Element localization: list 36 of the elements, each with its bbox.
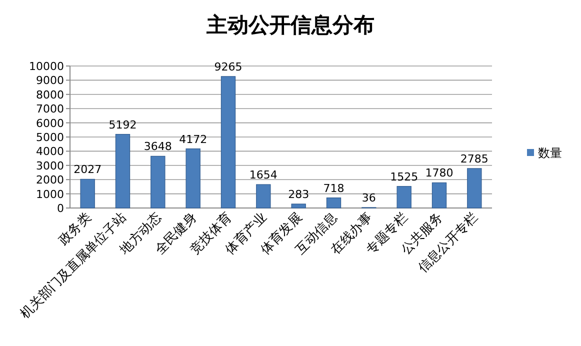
- data-label: 5192: [108, 118, 137, 132]
- y-tick-label: 7000: [36, 102, 64, 116]
- data-label: 283: [288, 188, 310, 201]
- data-label: 1780: [425, 166, 454, 180]
- bar: [396, 186, 412, 208]
- y-tick-label: 6000: [36, 116, 64, 130]
- y-tick-label: 9000: [36, 74, 64, 88]
- bar: [150, 156, 166, 208]
- bar: [186, 148, 200, 208]
- bar: [467, 168, 482, 208]
- y-tick-label: 8000: [36, 88, 64, 102]
- data-label: 3648: [144, 140, 172, 154]
- y-tick-label: 5000: [36, 131, 64, 144]
- y-tick-label: 4000: [36, 145, 64, 158]
- bar: [115, 134, 130, 208]
- legend-label: 数量: [538, 146, 562, 160]
- bar: [291, 204, 306, 208]
- y-tick-label: 3000: [36, 159, 64, 172]
- data-label: 1654: [249, 168, 278, 182]
- bar: [220, 76, 236, 208]
- data-label: 718: [323, 182, 344, 195]
- data-label: 36: [362, 191, 376, 204]
- bar: [326, 198, 342, 208]
- data-label: 2027: [74, 163, 102, 176]
- bar: [256, 184, 271, 208]
- data-label: 2785: [460, 152, 488, 166]
- y-tick-label: 10000: [29, 60, 64, 73]
- data-label: 4172: [179, 132, 208, 146]
- chart-title: 主动公开信息分布: [206, 12, 374, 37]
- data-label: 9265: [214, 60, 242, 74]
- y-tick-label: 2000: [36, 174, 64, 187]
- bar: [432, 182, 447, 208]
- data-label: 1525: [390, 170, 418, 184]
- y-tick-label: 0: [57, 202, 64, 215]
- y-tick-label: 1000: [36, 188, 64, 201]
- bar: [80, 178, 95, 208]
